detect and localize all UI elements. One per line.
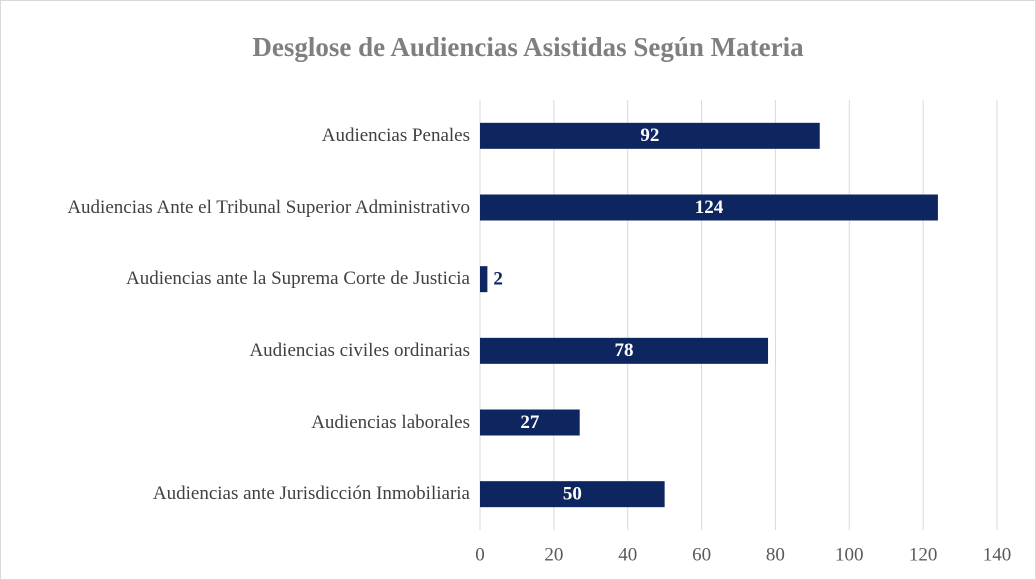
- bar: [480, 481, 665, 508]
- chart-title: Desglose de Audiencias Asistidas Según M…: [252, 32, 804, 62]
- data-label: 124: [695, 197, 724, 218]
- data-label: 92: [640, 125, 659, 146]
- category-label-box: Audiencias ante la Suprema Corte de Just…: [0, 243, 470, 315]
- y-tick-label: Audiencias Ante el Tribunal Superior Adm…: [67, 196, 470, 218]
- y-tick-label: Audiencias Penales: [321, 124, 470, 146]
- x-tick-label: 140: [983, 544, 1012, 565]
- bar: [480, 266, 488, 293]
- x-tick-label: 120: [909, 544, 938, 565]
- data-label: 50: [563, 484, 582, 505]
- y-tick-label: Audiencias ante Jurisdicción Inmobiliari…: [152, 483, 470, 505]
- bar: [480, 409, 580, 436]
- x-tick-label: 40: [618, 544, 637, 565]
- x-tick-label: 100: [835, 544, 864, 565]
- y-tick-label: Audiencias civiles ordinarias: [249, 339, 470, 361]
- category-label-box: Audiencias ante Jurisdicción Inmobiliari…: [0, 458, 470, 530]
- data-label: 2: [493, 269, 503, 290]
- category-label-box: Audiencias Ante el Tribunal Superior Adm…: [0, 172, 470, 244]
- category-label-box: Audiencias civiles ordinarias: [0, 315, 470, 387]
- x-tick-label: 20: [544, 544, 563, 565]
- category-label-box: Audiencias laborales: [0, 387, 470, 459]
- x-tick-label: 60: [692, 544, 711, 565]
- bar: [480, 337, 769, 364]
- y-tick-label: Audiencias laborales: [311, 411, 470, 433]
- bar: [480, 194, 938, 221]
- bar: [480, 122, 820, 149]
- x-tick-label: 0: [475, 544, 485, 565]
- data-label: 27: [520, 412, 540, 433]
- data-label: 78: [615, 340, 634, 361]
- category-label-box: Audiencias Penales: [0, 100, 470, 172]
- y-tick-label: Audiencias ante la Suprema Corte de Just…: [125, 268, 470, 290]
- x-tick-label: 80: [766, 544, 785, 565]
